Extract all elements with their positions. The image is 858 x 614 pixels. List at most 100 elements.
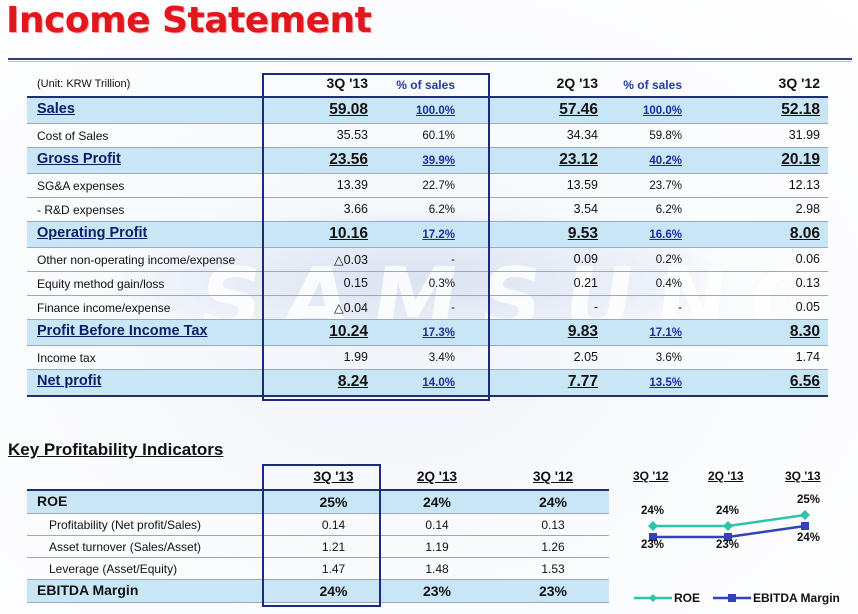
value-3q12: 8.30 [789,323,820,340]
chart-category-label: 3Q '12 [633,469,669,483]
row-divider [27,295,828,296]
pct-3q13: - [451,302,455,314]
kpi-value-2: 0.14 [425,518,449,532]
kpi-row: EBITDA Margin 24% 23% 23% [27,580,609,602]
kpi-row: Leverage (Asset/Equity) 1.47 1.48 1.53 [27,558,609,579]
kpi-row-label: EBITDA Margin [37,582,139,598]
row-label: Cost of Sales [37,129,109,143]
kpi-value-1: 25% [319,494,348,510]
kpi-value-1: 24% [319,583,348,599]
pct-3q13: 0.3% [428,278,455,290]
value-2q13: 9.53 [567,225,598,242]
kpi-row: Profitability (Net profit/Sales) 0.14 0.14… [27,514,609,535]
pct-3q13: 60.1% [422,130,455,142]
chart-category-label: 3Q '13 [785,469,821,483]
kpi-value-2: 1.19 [425,540,449,554]
legend-label-roe: ROE [674,591,701,605]
roe-data-label: 24% [716,505,740,517]
value-3q13: 13.39 [336,178,368,192]
value-2q13: 57.46 [559,101,598,118]
kpi-value-3: 24% [538,494,568,510]
column-header-5: 3Q '12 [778,75,820,91]
row-divider [27,271,828,272]
kpi-row-divider [27,602,609,603]
pct-3q13: 14.0% [422,377,455,389]
kpi-row: Asset turnover (Sales/Asset) 1.21 1.19 1.26 [27,536,609,557]
value-3q12: 1.74 [795,350,820,364]
row-label: Net profit [37,373,102,389]
kpi-current-quarter-highlight-box [262,464,381,607]
pct-3q13: 22.7% [422,180,455,192]
value-3q12: 12.13 [788,178,820,192]
value-2q13: 34.34 [566,128,598,142]
kpi-column-header-2: 2Q '13 [417,469,457,484]
row-divider [27,221,828,222]
kpi-section-title: Key Profitability Indicators [8,440,224,459]
income-header-row: (Unit: KRW Trillion) 3Q '13 % of sales 2Q '… [27,72,828,96]
value-3q12: 31.99 [788,128,820,142]
kpi-value-2: 23% [422,583,452,599]
value-3q13: 23.56 [329,151,368,168]
value-3q12: 0.06 [795,252,820,266]
income-row: Profit Before Income Tax 10.24 17.3% 9.83 17… [27,320,828,345]
kpi-value-3: 1.26 [541,540,565,554]
pct-3q13: 39.9% [422,155,455,167]
column-header-4: % of sales [623,78,682,92]
value-3q13: △0.04 [334,301,368,315]
row-divider [27,369,828,370]
row-label: Gross Profit [37,151,121,167]
column-header-2: % of sales [396,78,455,92]
kpi-column-header-3: 3Q '12 [533,469,573,484]
ebitda-margin-data-label: 23% [716,539,740,551]
pct-3q13: 17.3% [422,327,455,339]
kpi-column-header-1: 3Q '13 [313,469,354,484]
pct-3q13: 6.2% [428,204,455,216]
row-divider [27,395,828,397]
pct-2q13: 100.0% [642,105,682,117]
income-row: Other non-operating income/expense △0.03 -… [27,248,828,271]
value-3q12: 6.56 [789,373,820,390]
kpi-row-divider [27,557,609,558]
row-label: - R&D expenses [37,203,125,217]
value-3q12: 2.98 [795,202,820,216]
kpi-value-3: 23% [538,583,568,599]
pct-2q13: 17.1% [649,327,682,339]
value-2q13: - [593,300,598,314]
ebitda-margin-data-label: 23% [641,539,665,551]
value-3q13: 59.08 [329,101,368,118]
value-3q12: 8.06 [789,225,820,242]
value-2q13: 0.09 [573,252,598,266]
pct-2q13: 3.6% [655,352,682,364]
value-3q13: 0.15 [343,276,368,290]
value-3q13: 1.99 [343,350,368,364]
kpi-header-row: 3Q '13 2Q '13 3Q '12 [27,465,609,489]
kpi-value-3: 0.13 [541,518,565,532]
value-3q13: 3.66 [343,202,368,216]
kpi-row-divider [27,535,609,536]
row-label: Profit Before Income Tax [37,323,208,339]
pct-2q13: - [678,302,682,314]
income-row: Cost of Sales 35.53 60.1% 34.34 59.8% 31.99 [27,124,828,147]
current-quarter-highlight-box [262,73,490,401]
row-divider [27,247,828,248]
header-rule [27,96,828,98]
pct-2q13: 16.6% [649,229,682,241]
pct-2q13: 59.8% [649,130,682,142]
column-header-3: 2Q '13 [556,75,598,91]
kpi-row: ROE 25% 24% 24% [27,491,609,513]
row-label: Sales [37,101,75,117]
value-2q13: 7.77 [567,373,598,390]
pct-3q13: 100.0% [415,105,455,117]
income-row: - R&D expenses 3.66 6.2% 3.54 6.2% 2.98 [27,198,828,221]
title-divider-thin [8,61,852,62]
value-3q13: 35.53 [336,128,368,142]
kpi-row-label: Leverage (Asset/Equity) [49,562,178,576]
value-3q12: 20.19 [781,151,820,168]
row-label: Other non-operating income/expense [37,253,236,267]
value-2q13: 2.05 [573,350,598,364]
column-header-1: 3Q '13 [326,75,368,91]
row-divider [27,173,828,174]
income-row: Income tax 1.99 3.4% 2.05 3.6% 1.74 [27,346,828,369]
value-3q12: 52.18 [781,101,820,118]
kpi-header-rule [27,489,609,491]
